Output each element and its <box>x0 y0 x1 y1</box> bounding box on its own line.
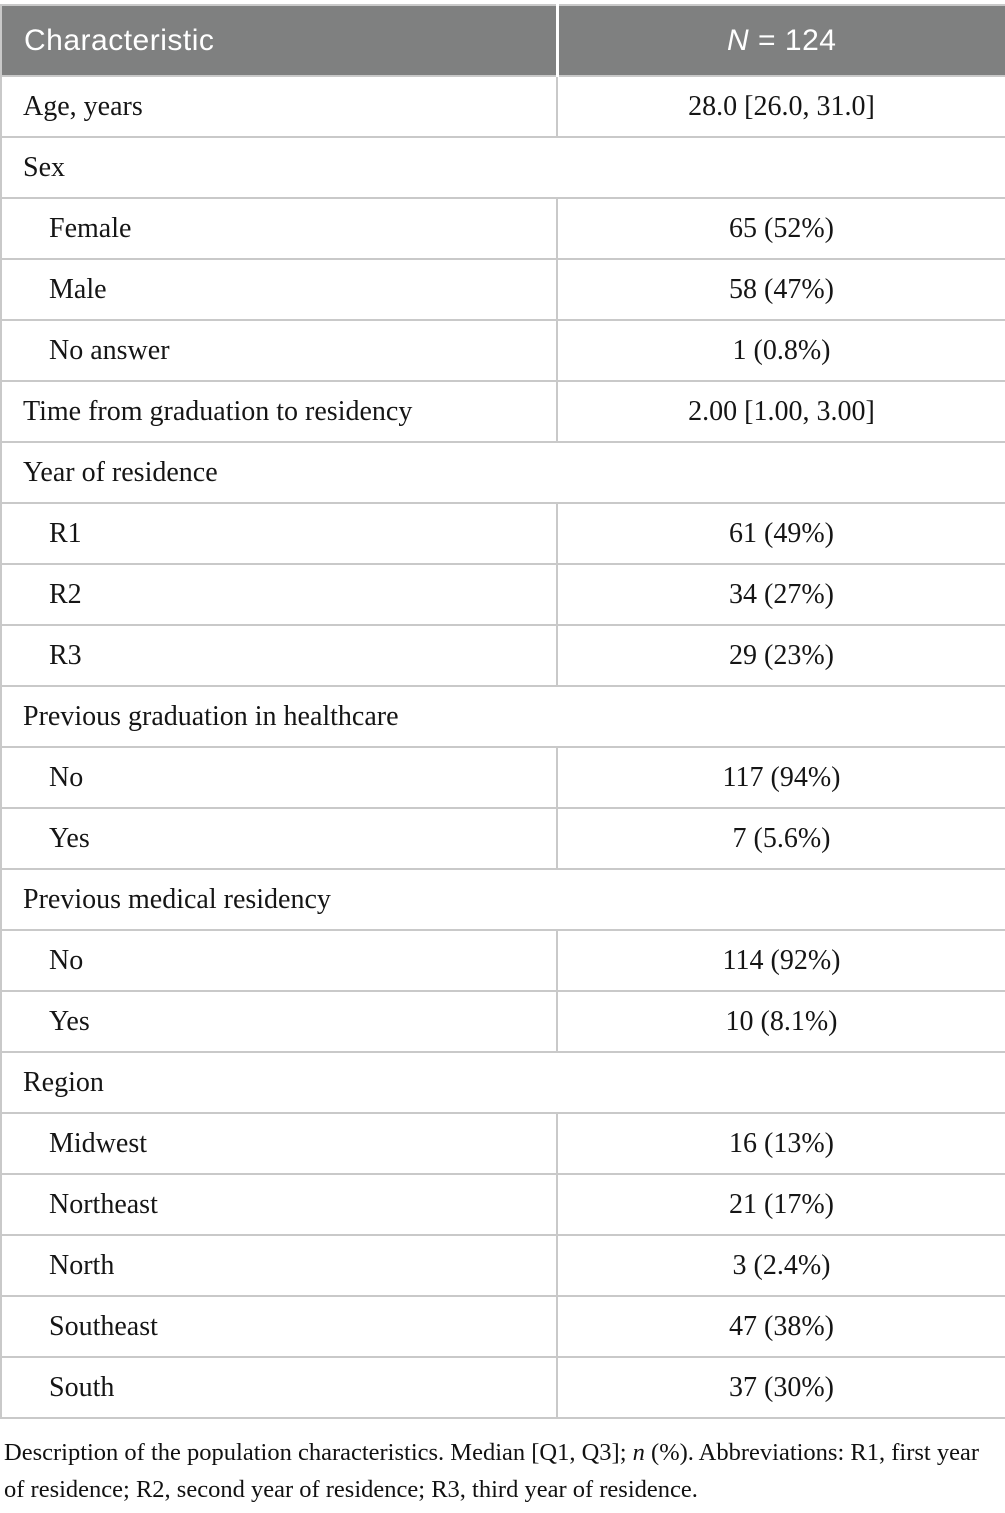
row-value: 37 (30%) <box>556 1356 1005 1419</box>
footnote-text-start: Description of the population characteri… <box>4 1439 633 1466</box>
row-label: Northeast <box>0 1173 558 1236</box>
row-value: 34 (27%) <box>556 563 1005 626</box>
row-label: R2 <box>0 563 558 626</box>
row-value: 2.00 [1.00, 3.00] <box>556 380 1005 443</box>
row-label: Male <box>0 258 558 321</box>
row-value: 114 (92%) <box>556 929 1005 992</box>
table-row: Yes 10 (8.1%) <box>0 990 1005 1053</box>
row-label: Female <box>0 197 558 260</box>
row-label: North <box>0 1234 558 1297</box>
table-row: Female 65 (52%) <box>0 197 1005 260</box>
row-label: Midwest <box>0 1112 558 1175</box>
table-row: R3 29 (23%) <box>0 624 1005 687</box>
row-value: 3 (2.4%) <box>556 1234 1005 1297</box>
row-label: Southeast <box>0 1295 558 1358</box>
table-row: Age, years 28.0 [26.0, 31.0] <box>0 75 1005 138</box>
table-row: No answer 1 (0.8%) <box>0 319 1005 382</box>
header-characteristic: Characteristic <box>1 5 557 76</box>
row-value: 47 (38%) <box>556 1295 1005 1358</box>
row-value: 16 (13%) <box>556 1112 1005 1175</box>
row-label: No <box>0 929 558 992</box>
table-row: Time from graduation to residency 2.00 [1… <box>0 380 1005 443</box>
row-value: 117 (94%) <box>556 746 1005 809</box>
table-row: Year of residence <box>0 441 1005 504</box>
table-row: Previous graduation in healthcare <box>0 685 1005 748</box>
n-symbol: N <box>727 23 750 57</box>
table-header-row: Characteristic N = 124 <box>1 5 1005 76</box>
row-label: Yes <box>0 990 558 1053</box>
row-label: Yes <box>0 807 558 870</box>
table-row: Sex <box>0 136 1005 199</box>
section-label: Previous graduation in healthcare <box>0 685 1005 748</box>
table-row: No 117 (94%) <box>0 746 1005 809</box>
table-row: Midwest 16 (13%) <box>0 1112 1005 1175</box>
table-row: Northeast 21 (17%) <box>0 1173 1005 1236</box>
table-row: Southeast 47 (38%) <box>0 1295 1005 1358</box>
section-label: Previous medical residency <box>0 868 1005 931</box>
table-row: No 114 (92%) <box>0 929 1005 992</box>
row-value: 21 (17%) <box>556 1173 1005 1236</box>
section-label: Year of residence <box>0 441 1005 504</box>
row-label: South <box>0 1356 558 1419</box>
table-row: Previous medical residency <box>0 868 1005 931</box>
n-value: = 124 <box>749 23 837 57</box>
row-value: 29 (23%) <box>556 624 1005 687</box>
row-value: 28.0 [26.0, 31.0] <box>556 75 1005 138</box>
row-value: 1 (0.8%) <box>556 319 1005 382</box>
row-label: R3 <box>0 624 558 687</box>
row-value: 58 (47%) <box>556 258 1005 321</box>
row-value: 10 (8.1%) <box>556 990 1005 1053</box>
footnote-n-italic: n <box>632 1439 645 1466</box>
table-row: R1 61 (49%) <box>0 502 1005 565</box>
table-row: Male 58 (47%) <box>0 258 1005 321</box>
row-value: 61 (49%) <box>556 502 1005 565</box>
header-n-count: N = 124 <box>555 5 1005 76</box>
section-label: Region <box>0 1051 1005 1114</box>
table-row: Yes 7 (5.6%) <box>0 807 1005 870</box>
row-value: 65 (52%) <box>556 197 1005 260</box>
table-row: North 3 (2.4%) <box>0 1234 1005 1297</box>
table-body: Age, years 28.0 [26.0, 31.0] Sex Female 65 (… <box>0 75 1005 1419</box>
characteristics-table: Characteristic N = 124 Age, years 28.0 [2… <box>0 4 1005 1419</box>
row-label: Time from graduation to residency <box>0 380 558 443</box>
row-value: 7 (5.6%) <box>556 807 1005 870</box>
row-label: Age, years <box>0 75 558 138</box>
row-label: R1 <box>0 502 558 565</box>
row-label: No answer <box>0 319 558 382</box>
table-row: South 37 (30%) <box>0 1356 1005 1419</box>
table-row: Region <box>0 1051 1005 1114</box>
section-label: Sex <box>0 136 1005 199</box>
footnote-text-end: (%). Abbreviations: R1, first year of re… <box>4 1439 979 1504</box>
table-row: R2 34 (27%) <box>0 563 1005 626</box>
row-label: No <box>0 746 558 809</box>
table-footnote: Description of the population characteri… <box>0 1434 1005 1509</box>
